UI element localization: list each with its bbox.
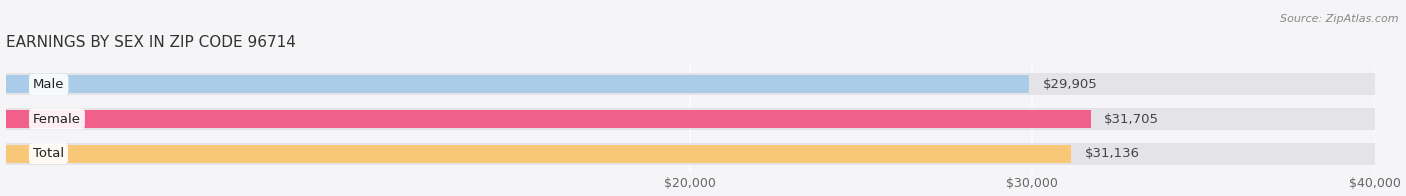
- Text: $29,905: $29,905: [1043, 78, 1098, 91]
- Text: Source: ZipAtlas.com: Source: ZipAtlas.com: [1281, 14, 1399, 24]
- Bar: [6, 142, 1375, 165]
- Bar: [6, 108, 1375, 130]
- Text: Total: Total: [32, 147, 65, 160]
- Text: Female: Female: [32, 113, 82, 125]
- Text: EARNINGS BY SEX IN ZIP CODE 96714: EARNINGS BY SEX IN ZIP CODE 96714: [6, 34, 295, 50]
- Bar: [6, 110, 1091, 128]
- Text: Male: Male: [32, 78, 65, 91]
- Text: $31,136: $31,136: [1085, 147, 1140, 160]
- Bar: [6, 75, 1029, 93]
- Bar: [6, 145, 1071, 162]
- Text: $31,705: $31,705: [1104, 113, 1160, 125]
- Bar: [6, 73, 1375, 95]
